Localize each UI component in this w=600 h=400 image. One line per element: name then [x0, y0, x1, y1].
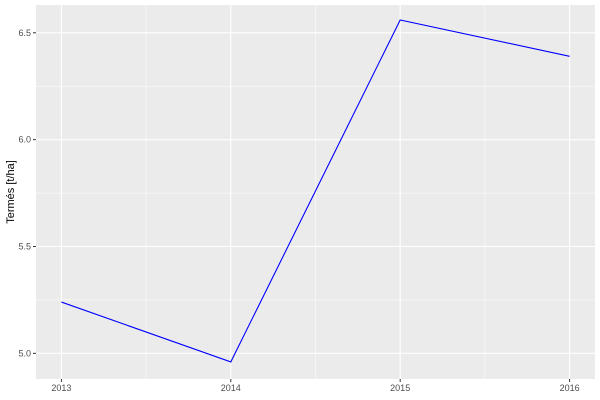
grid-lines	[36, 5, 595, 379]
axes: 5.0 5.5 6.0 6.5 2013 2014 2015 2016	[18, 28, 579, 393]
x-tick-label: 2015	[390, 383, 410, 393]
series-marks	[61, 19, 570, 363]
y-tick-label: 6.0	[18, 135, 31, 145]
series-line	[61, 19, 570, 363]
x-tick-label: 2016	[560, 383, 580, 393]
x-tick-label: 2014	[221, 383, 241, 393]
y-tick-label: 5.0	[18, 348, 31, 358]
y-axis-label: Termés [t/ha]	[5, 160, 17, 224]
x-tick-label: 2013	[51, 383, 71, 393]
y-tick-label: 5.5	[18, 241, 31, 251]
y-tick-label: 6.5	[18, 28, 31, 38]
